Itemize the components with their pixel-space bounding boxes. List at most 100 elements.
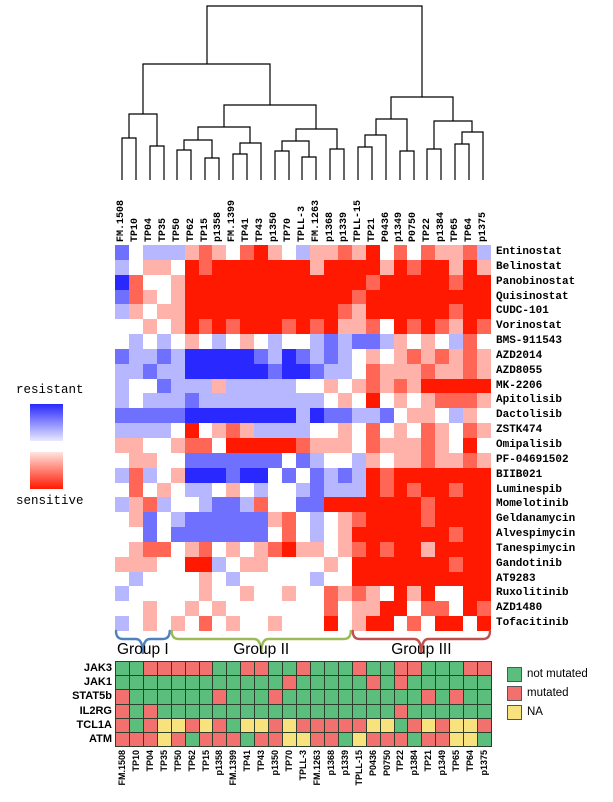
- heatmap-cell: [240, 497, 255, 513]
- heatmap-cell: [393, 527, 408, 542]
- heatmap-cell: [435, 452, 450, 468]
- heatmap-cell: [421, 304, 436, 320]
- heatmap-cell: [379, 423, 394, 438]
- heatmap-cell: [463, 245, 478, 260]
- heatmap-cell: [351, 319, 366, 335]
- heatmap-cell: [128, 408, 143, 424]
- heatmap-cell: [351, 601, 366, 617]
- heatmap-row-label: Dactolisib: [496, 409, 563, 422]
- mutation-cell: [310, 704, 325, 719]
- heatmap-cell: [365, 245, 380, 260]
- heatmap-cell: [351, 393, 366, 409]
- mutation-cell: [116, 704, 130, 719]
- mutation-cell: [241, 690, 256, 705]
- heatmap-cell: [435, 586, 450, 602]
- heatmap-row-label: PF-04691502: [496, 453, 569, 466]
- heatmap-cell: [128, 556, 143, 572]
- mutation-cell: [450, 732, 465, 747]
- heatmap-cell: [365, 497, 380, 513]
- heatmap-cell: [170, 378, 185, 394]
- heatmap-cell: [296, 556, 310, 572]
- heatmap-cell: [115, 423, 129, 438]
- heatmap-cell: [393, 512, 408, 528]
- heatmap-cell: [407, 438, 422, 453]
- heatmap-cell: [337, 363, 352, 379]
- mutation-cell: [297, 732, 311, 747]
- mutation-column-label: p1350: [270, 750, 281, 776]
- heatmap-cell: [240, 586, 255, 602]
- heatmap-cell: [296, 497, 310, 513]
- mutation-cell: [380, 732, 395, 747]
- dendrogram: [121, 5, 484, 180]
- heatmap-cell: [115, 334, 129, 349]
- heatmap-cell: [282, 245, 297, 260]
- heatmap-cell: [477, 289, 491, 305]
- mutation-cell: [310, 676, 325, 691]
- heatmap-cell: [198, 601, 213, 617]
- heatmap-cell: [282, 348, 297, 364]
- group-brace: [351, 629, 492, 655]
- mutation-cell: [227, 704, 242, 719]
- mutation-column-label: TP64: [465, 750, 476, 772]
- heatmap-cell: [421, 601, 436, 617]
- heatmap-cell: [198, 304, 213, 320]
- heatmap-cell: [463, 363, 478, 379]
- heatmap-cell: [226, 319, 241, 335]
- mutation-column-label: TP21: [423, 750, 434, 772]
- heatmap-cell: [379, 304, 394, 320]
- heatmap-cell: [254, 571, 269, 587]
- mutation-cell: [199, 676, 214, 691]
- mutation-legend-swatch: [507, 686, 522, 701]
- heatmap-cell: [323, 348, 338, 364]
- heatmap-cell: [351, 438, 366, 453]
- mutation-cell: [338, 690, 353, 705]
- mutation-cell: [171, 718, 186, 733]
- mutation-cell: [310, 718, 325, 733]
- heatmap-cell: [421, 482, 436, 498]
- heatmap-cell: [282, 438, 297, 453]
- heatmap-cell: [365, 408, 380, 424]
- heatmap-cell: [477, 452, 491, 468]
- heatmap-cell: [309, 334, 324, 349]
- heatmap-cell: [421, 586, 436, 602]
- heatmap-cell: [337, 334, 352, 349]
- heatmap-cell: [477, 408, 491, 424]
- heatmap-cell: [393, 393, 408, 409]
- heatmap-row-label: Panobinostat: [496, 275, 576, 288]
- heatmap-cell: [337, 541, 352, 557]
- mutation-cell: [394, 732, 409, 747]
- heatmap-row-label: Quisinostat: [496, 290, 569, 303]
- mutation-cell: [338, 662, 353, 677]
- heatmap-cell: [282, 527, 297, 542]
- mutation-cell: [255, 704, 270, 719]
- heatmap-row-label: AZD2014: [496, 349, 543, 362]
- heatmap-cell: [449, 527, 464, 542]
- mutation-cell: [241, 732, 256, 747]
- heatmap-cell: [268, 482, 283, 498]
- heatmap-cell: [323, 274, 338, 290]
- heatmap-cell: [282, 259, 297, 275]
- heatmap-cell: [115, 259, 129, 275]
- heatmap-cell: [268, 378, 283, 394]
- heatmap-cell: [198, 378, 213, 394]
- heatmap-cell: [337, 452, 352, 468]
- heatmap-cell: [184, 438, 199, 453]
- mutation-legend-swatch: [507, 705, 522, 720]
- heatmap-cell: [365, 334, 380, 349]
- heatmap-cell: [156, 348, 171, 364]
- heatmap-cell: [337, 408, 352, 424]
- heatmap-cell: [449, 452, 464, 468]
- mutation-cell: [143, 704, 158, 719]
- mutation-cell: [464, 690, 479, 705]
- heatmap-cell: [379, 601, 394, 617]
- group-brace: [170, 629, 352, 655]
- heatmap-cell: [449, 363, 464, 379]
- heatmap-cell: [351, 289, 366, 305]
- heatmap-cell: [379, 512, 394, 528]
- heatmap-cell: [421, 541, 436, 557]
- heatmap-cell: [254, 423, 269, 438]
- heatmap-cell: [156, 334, 171, 349]
- heatmap-cell: [156, 571, 171, 587]
- heatmap-cell: [156, 408, 171, 424]
- heatmap-cell: [407, 408, 422, 424]
